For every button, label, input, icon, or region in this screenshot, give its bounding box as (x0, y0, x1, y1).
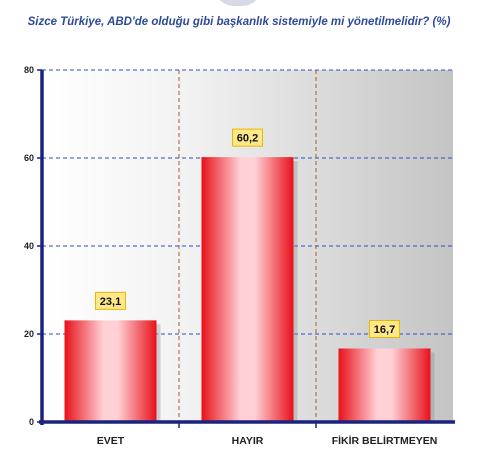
data-label: 16,7 (374, 324, 395, 336)
bar (338, 348, 431, 422)
data-label-box (95, 291, 126, 310)
data-label: 60,2 (237, 133, 258, 145)
y-tick-label: 20 (24, 329, 34, 339)
category-label: EVET (97, 435, 125, 447)
category-label: FİKİR BELİRTMEYEN (332, 434, 438, 447)
chart-title: Sizce Türkiye, ABD'de olduğu gibi başkan… (27, 16, 451, 28)
bar (64, 320, 157, 422)
decorative-arc (214, 0, 262, 6)
y-tick-label: 40 (24, 241, 34, 251)
bar (201, 157, 294, 422)
y-tick-label: 80 (24, 65, 34, 75)
y-tick-label: 60 (24, 153, 34, 163)
y-tick-label: 0 (29, 417, 34, 427)
data-label-box (369, 320, 400, 339)
data-label: 23,1 (100, 296, 121, 308)
category-label: HAYIR (232, 435, 264, 447)
data-label-box (232, 128, 263, 147)
